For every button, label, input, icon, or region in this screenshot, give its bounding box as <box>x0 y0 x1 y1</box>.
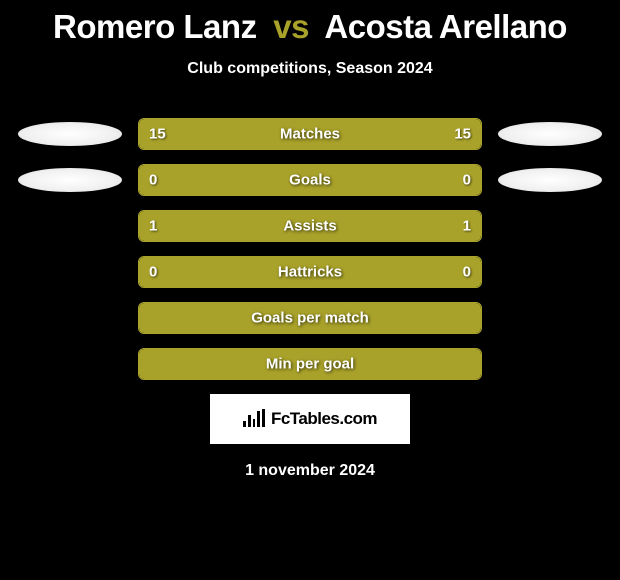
stat-metric-label: Assists <box>283 218 336 235</box>
stat-value-left: 0 <box>149 264 157 281</box>
brand-logo: FcTables.com <box>210 394 410 444</box>
comparison-title: Romero Lanz vs Acosta Arellano <box>0 0 620 46</box>
player2-photo <box>498 168 602 192</box>
stat-row: 0 0 Goals <box>0 164 620 196</box>
stat-row: Goals per match <box>0 302 620 334</box>
stat-value-left: 15 <box>149 126 166 143</box>
stat-value-right: 1 <box>463 218 471 235</box>
stats-container: 15 15 Matches 0 0 Goals 1 1 Assists 0 0 Hattricks Go… <box>0 118 620 380</box>
player1-photo <box>18 168 122 192</box>
bar-fill-right <box>310 165 481 195</box>
stat-bar: Min per goal <box>138 348 482 380</box>
brand-text: FcTables.com <box>271 409 377 429</box>
player2-photo <box>498 122 602 146</box>
stat-bar: 0 0 Goals <box>138 164 482 196</box>
stat-bar: Goals per match <box>138 302 482 334</box>
stat-row: 15 15 Matches <box>0 118 620 150</box>
vs-separator: vs <box>273 8 309 45</box>
player1-photo <box>18 122 122 146</box>
stat-metric-label: Hattricks <box>278 264 342 281</box>
subtitle: Club competitions, Season 2024 <box>0 60 620 78</box>
stat-metric-label: Goals <box>289 172 331 189</box>
stat-row: Min per goal <box>0 348 620 380</box>
stat-value-right: 0 <box>463 172 471 189</box>
bar-fill-left <box>139 165 310 195</box>
footer-date: 1 november 2024 <box>0 462 620 480</box>
player2-name: Acosta Arellano <box>324 8 567 45</box>
stat-metric-label: Matches <box>280 126 340 143</box>
stat-value-left: 1 <box>149 218 157 235</box>
stat-row: 1 1 Assists <box>0 210 620 242</box>
stat-bar: 15 15 Matches <box>138 118 482 150</box>
stat-metric-label: Min per goal <box>266 356 354 373</box>
stat-metric-label: Goals per match <box>251 310 369 327</box>
stat-value-right: 0 <box>463 264 471 281</box>
stat-value-right: 15 <box>454 126 471 143</box>
player1-name: Romero Lanz <box>53 8 257 45</box>
stat-bar: 1 1 Assists <box>138 210 482 242</box>
stat-row: 0 0 Hattricks <box>0 256 620 288</box>
stat-bar: 0 0 Hattricks <box>138 256 482 288</box>
stat-value-left: 0 <box>149 172 157 189</box>
chart-icon <box>243 409 265 429</box>
